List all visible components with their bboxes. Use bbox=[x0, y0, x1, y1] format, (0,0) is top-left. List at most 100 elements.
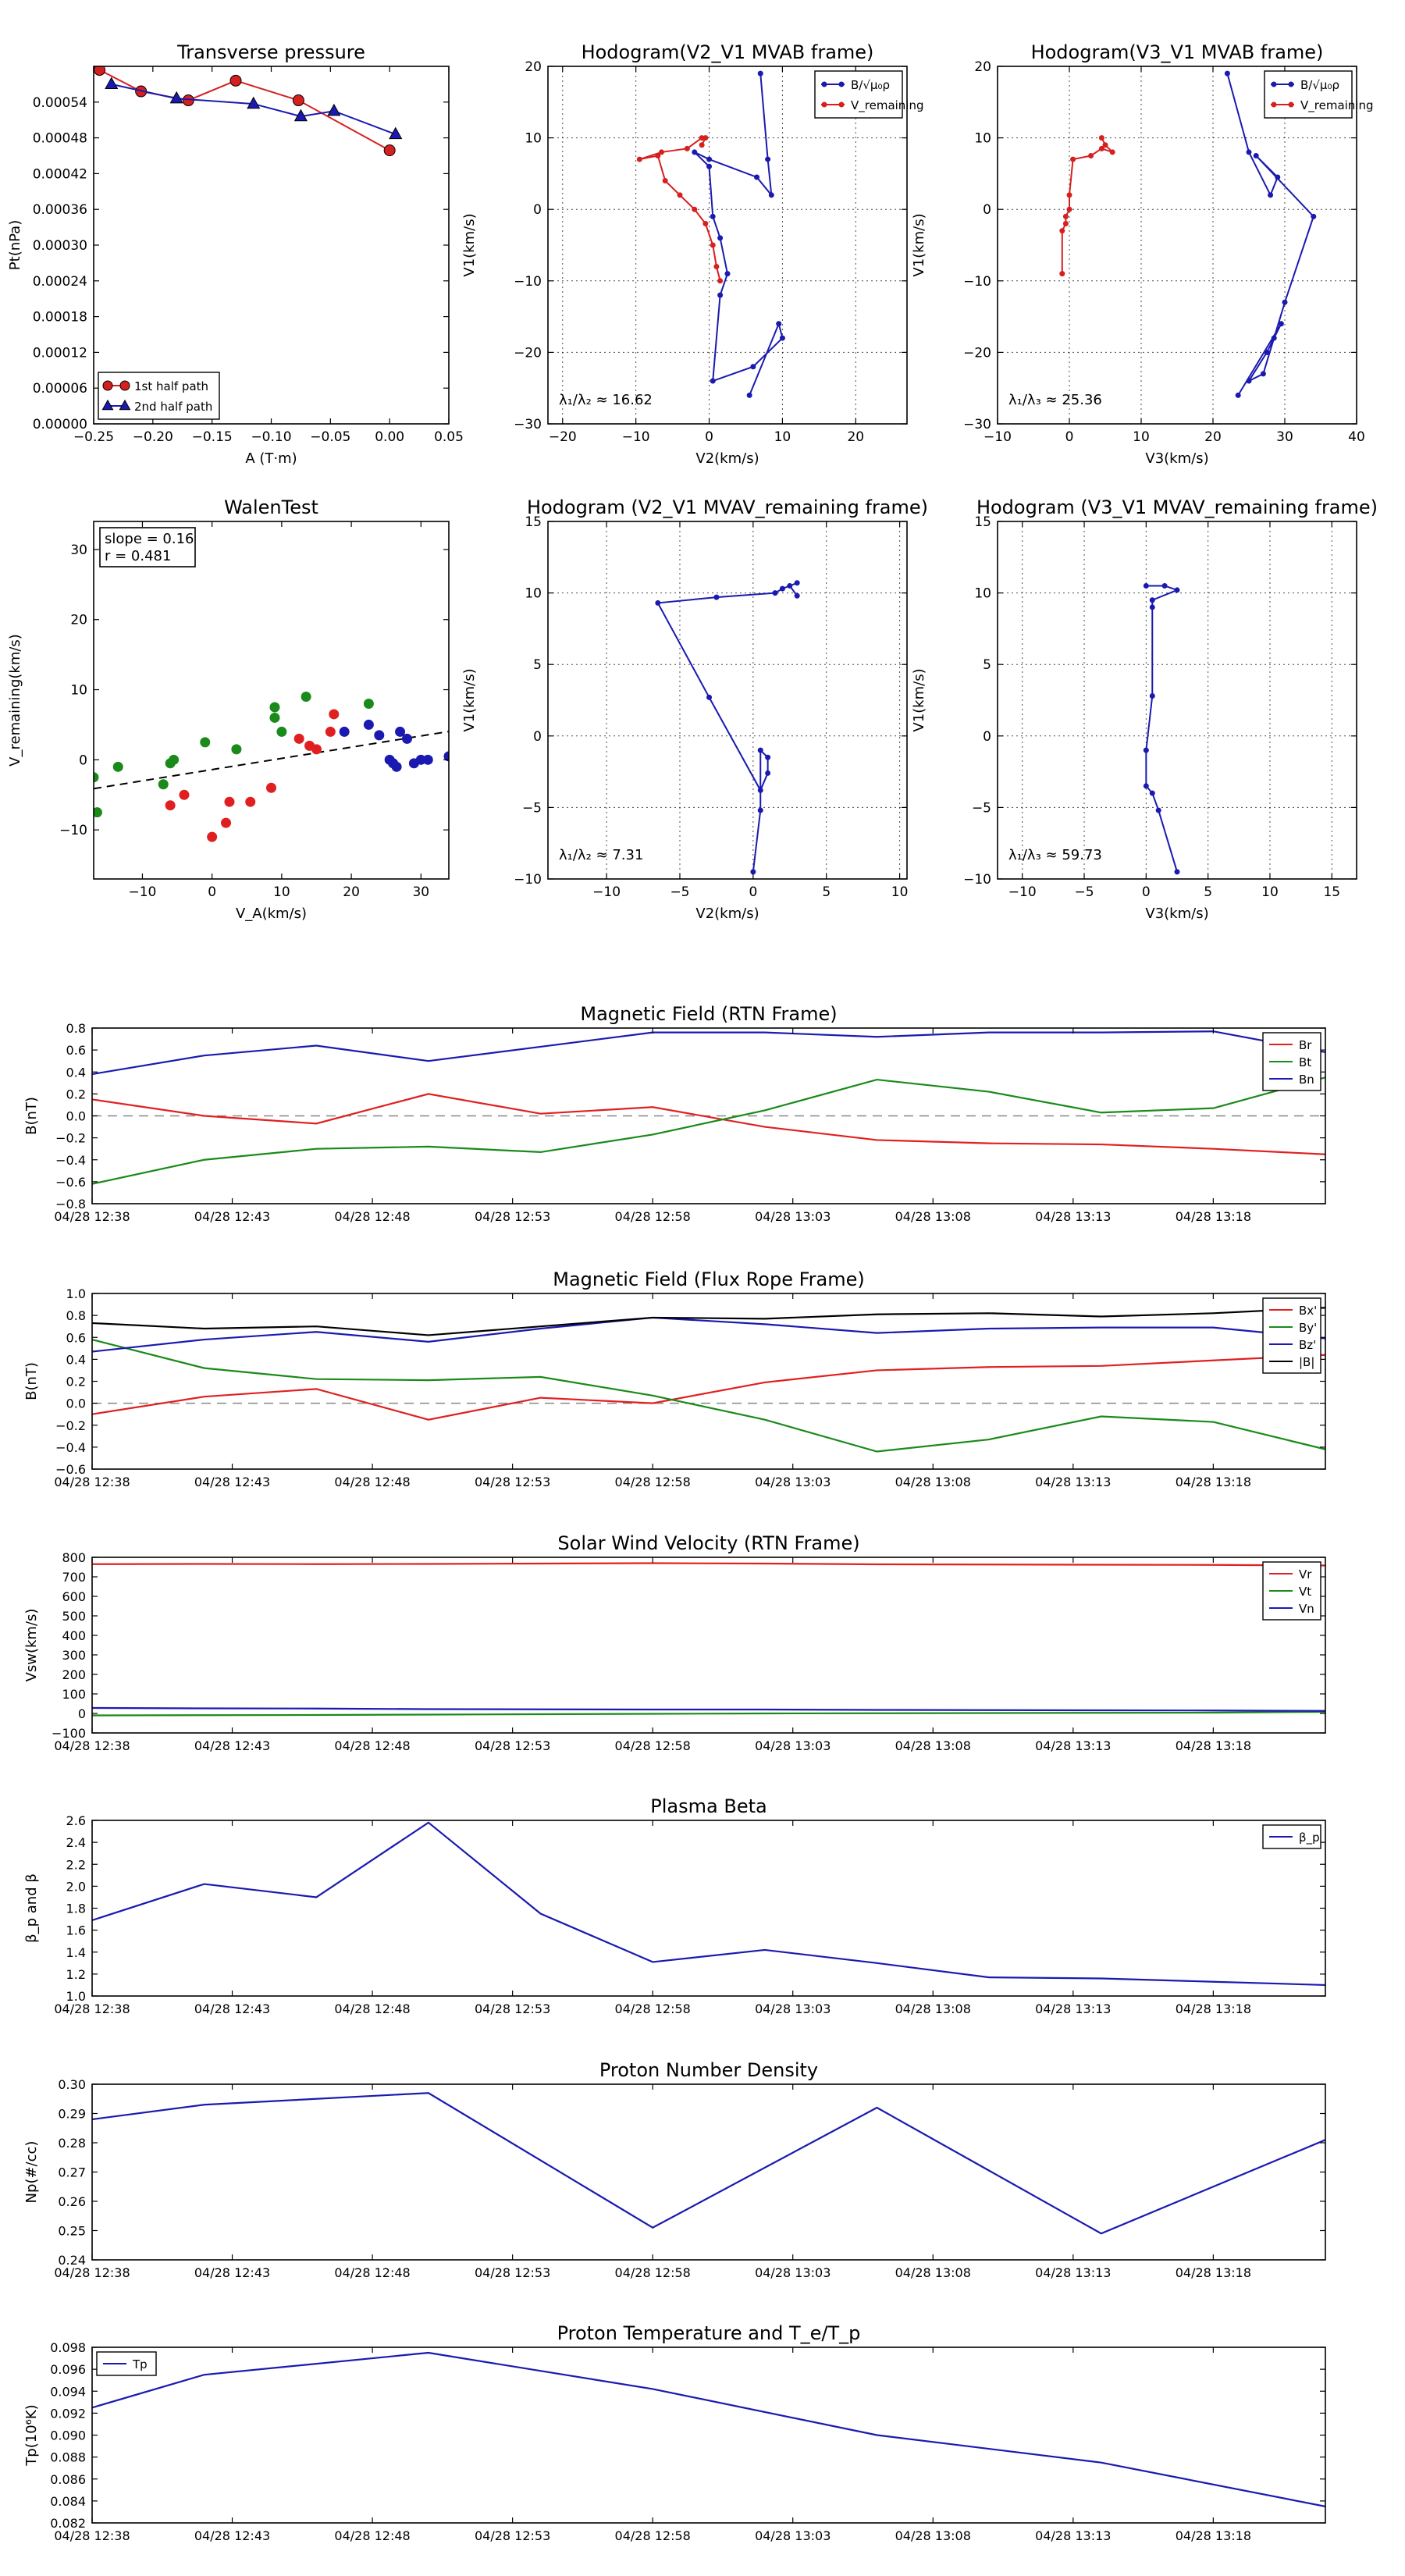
y-tick-label: 0 bbox=[533, 202, 542, 218]
y-tick-label: −100 bbox=[52, 1726, 86, 1741]
y-tick-label: 0.30 bbox=[58, 2077, 86, 2092]
y-tick-label: 20 bbox=[70, 613, 87, 628]
data-point bbox=[363, 719, 374, 730]
y-tick-label: 800 bbox=[62, 1550, 86, 1565]
series-line-Bz' bbox=[92, 1316, 1325, 1353]
data-point bbox=[112, 761, 123, 772]
x-tick-label: −5 bbox=[1075, 884, 1094, 900]
chart-hodo3: Hodogram (V2_V1 MVAV_remaining frame) −10… bbox=[461, 496, 928, 922]
data-point bbox=[706, 694, 713, 700]
legend-marker bbox=[1288, 81, 1294, 87]
series-line-0 bbox=[1145, 585, 1179, 873]
data-point bbox=[1098, 145, 1104, 151]
legend-label: Bt bbox=[1299, 1055, 1311, 1069]
legend-label: 1st half path bbox=[134, 379, 208, 393]
legend-label: Bn bbox=[1299, 1073, 1314, 1087]
x-tick-label: 30 bbox=[412, 884, 429, 900]
legend-box bbox=[814, 70, 903, 119]
y-tick-label: 0.092 bbox=[50, 2406, 86, 2421]
data-point bbox=[1149, 693, 1155, 699]
y-tick-label: 0.00018 bbox=[33, 310, 87, 326]
x-tick-label: 04/28 12:53 bbox=[475, 1738, 550, 1753]
x-tick-label: 04/28 13:18 bbox=[1176, 1209, 1251, 1224]
chart-title: Proton Number Density bbox=[599, 2059, 818, 2081]
legend-label: Tp bbox=[132, 2357, 148, 2371]
y-tick-label: 0.2 bbox=[66, 1087, 86, 1101]
legend: Br Bt Bn bbox=[1262, 1032, 1321, 1091]
y-axis-label: V1(km/s) bbox=[461, 213, 478, 276]
y-tick-label: 0.6 bbox=[66, 1043, 86, 1058]
x-tick-label: 20 bbox=[343, 884, 360, 900]
data-point bbox=[746, 392, 752, 398]
legend-label: Bz' bbox=[1299, 1338, 1316, 1352]
data-point bbox=[1253, 153, 1259, 158]
data-point bbox=[293, 733, 304, 744]
data-point bbox=[221, 817, 232, 828]
data-point bbox=[765, 156, 771, 162]
y-tick-label: 200 bbox=[62, 1667, 86, 1682]
data-point bbox=[165, 800, 176, 811]
plot-area bbox=[94, 66, 403, 157]
legend-box bbox=[98, 372, 220, 420]
data-point bbox=[1066, 206, 1072, 212]
y-tick-label: 0.28 bbox=[58, 2136, 86, 2151]
data-point bbox=[794, 592, 800, 599]
y-tick-label: 0.086 bbox=[50, 2472, 86, 2487]
legend: Tp bbox=[96, 2351, 157, 2376]
data-point bbox=[169, 91, 183, 104]
y-tick-label: 0 bbox=[983, 729, 991, 745]
data-point bbox=[717, 278, 724, 284]
plot-area bbox=[1059, 70, 1317, 398]
x-tick-label: −0.15 bbox=[192, 429, 233, 445]
y-axis-label: Tp(10⁶K) bbox=[23, 2404, 40, 2466]
data-point bbox=[710, 242, 716, 248]
x-tick-label: 04/28 12:58 bbox=[615, 2528, 691, 2543]
x-tick-label: 40 bbox=[1348, 429, 1365, 445]
series-line-Bx' bbox=[92, 1354, 1325, 1421]
y-tick-label: 0 bbox=[983, 202, 991, 218]
data-point bbox=[391, 761, 402, 772]
data-point bbox=[200, 737, 211, 748]
legend-label: Bx' bbox=[1299, 1304, 1317, 1318]
x-tick-label: 04/28 12:58 bbox=[615, 2265, 691, 2280]
data-point bbox=[383, 144, 396, 157]
y-axis-label: V1(km/s) bbox=[911, 668, 927, 731]
series-line-0 bbox=[656, 582, 798, 872]
data-point bbox=[1149, 604, 1155, 610]
y-tick-label: 0.00012 bbox=[33, 345, 87, 361]
data-point bbox=[710, 378, 716, 384]
legend: 1st half path 2nd half path bbox=[98, 372, 220, 420]
legend: Vr Vt Vn bbox=[1262, 1561, 1321, 1621]
axes-frame bbox=[91, 1820, 1326, 1997]
data-point bbox=[1246, 149, 1252, 155]
x-tick-label: 0.05 bbox=[434, 429, 464, 445]
legend-label: V_remaining bbox=[851, 98, 924, 113]
x-tick-label: −10 bbox=[129, 884, 157, 900]
data-point bbox=[1224, 70, 1230, 76]
data-point bbox=[1109, 149, 1115, 155]
legend-label: Br bbox=[1299, 1038, 1312, 1052]
y-tick-label: 0.00000 bbox=[33, 417, 87, 432]
legend: B/√μ₀ρ V_remaining bbox=[1264, 70, 1374, 119]
x-tick-label: 20 bbox=[847, 429, 864, 445]
legend: β_p bbox=[1262, 1824, 1321, 1849]
data-point bbox=[1149, 597, 1155, 603]
x-tick-label: 04/28 12:43 bbox=[194, 1209, 270, 1224]
legend-label: V_remaining bbox=[1300, 98, 1374, 113]
series-line-Tp bbox=[92, 2351, 1325, 2507]
x-tick-label: 04/28 13:08 bbox=[895, 2265, 971, 2280]
data-point bbox=[1088, 153, 1094, 158]
x-tick-label: 0 bbox=[208, 884, 216, 900]
x-tick-label: 10 bbox=[774, 429, 791, 445]
data-point bbox=[339, 726, 350, 737]
y-tick-label: 0.0 bbox=[66, 1109, 86, 1124]
x-tick-label: 04/28 13:13 bbox=[1035, 2528, 1111, 2543]
plot-area bbox=[92, 1562, 1325, 1717]
y-tick-label: 5 bbox=[983, 657, 991, 673]
chart-beta: Plasma Beta 04/28 12:38 04/28 12:43 04/28 1… bbox=[23, 1795, 1326, 2016]
data-point bbox=[1149, 790, 1155, 796]
series-line-V_remaining bbox=[639, 137, 721, 282]
y-tick-label: −10 bbox=[963, 274, 991, 290]
y-axis-label: Vsw(km/s) bbox=[23, 1609, 40, 1682]
